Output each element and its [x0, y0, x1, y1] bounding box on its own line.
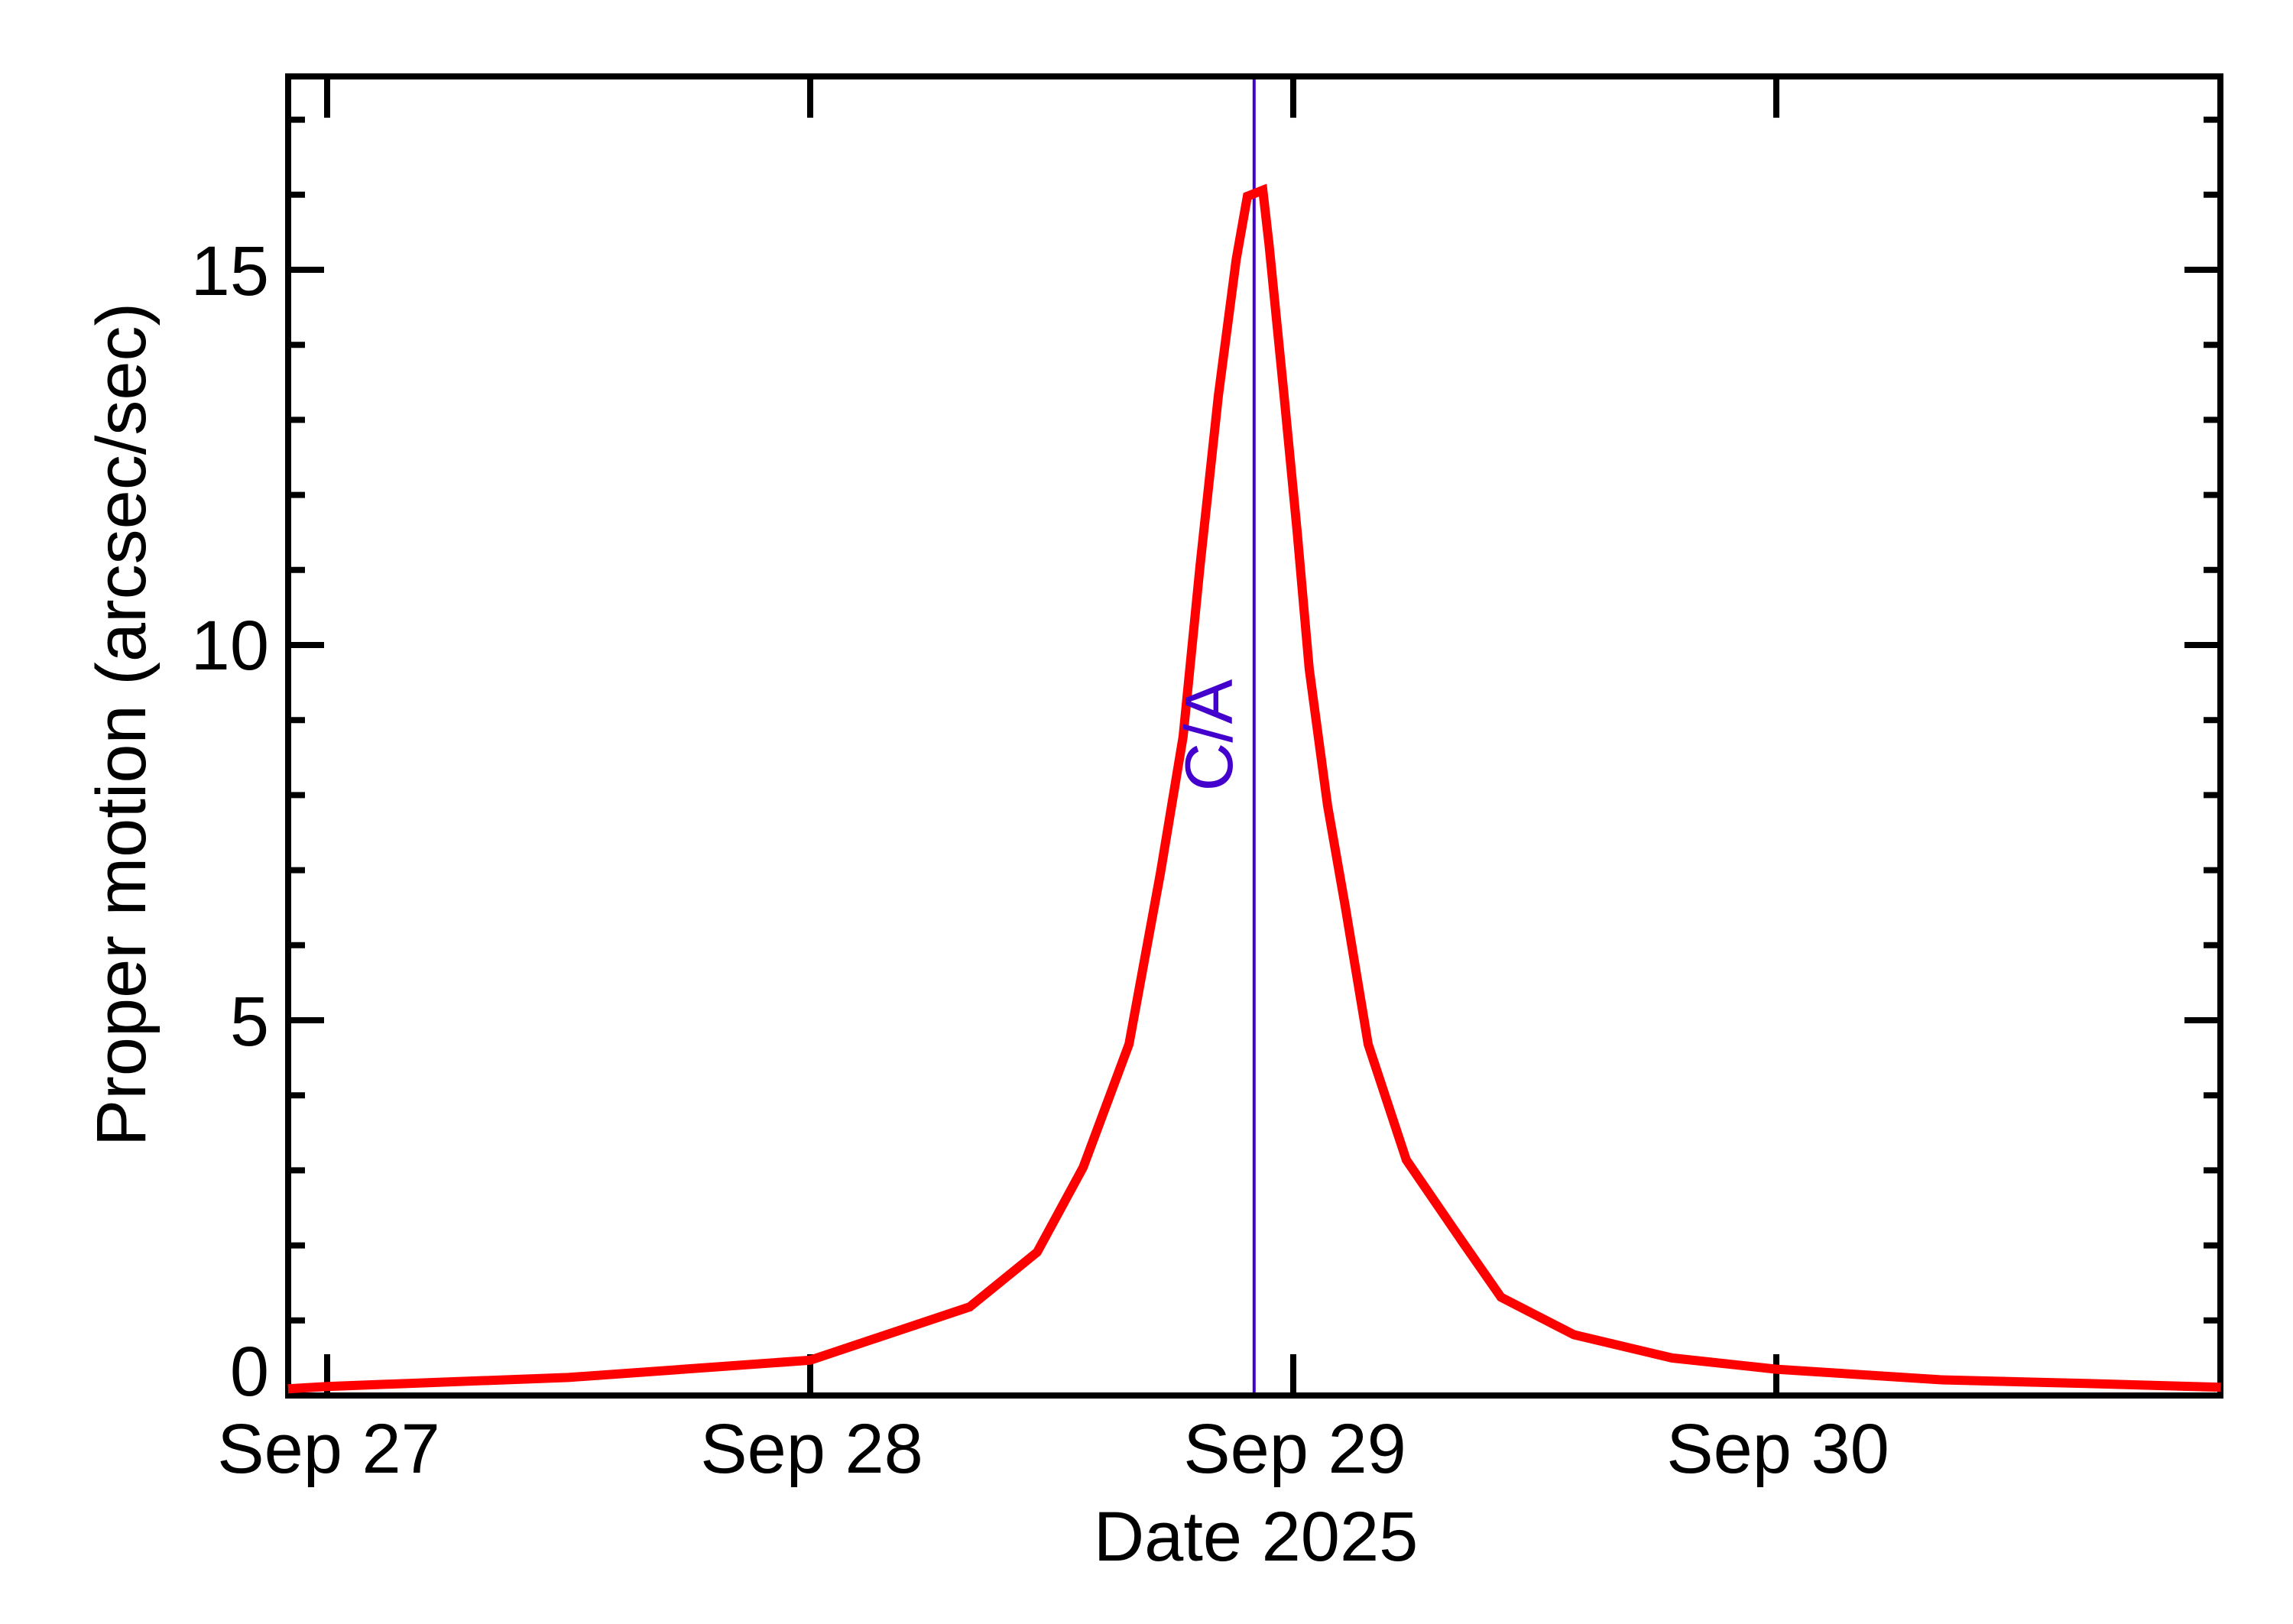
y-tick-label-0: 0 [230, 1333, 269, 1411]
closest-approach-label: C/A [1171, 679, 1247, 791]
plot-frame [285, 73, 2223, 1399]
x-tick-label-sep28: Sep 28 [700, 1410, 923, 1488]
y-tick-label-15: 15 [191, 232, 269, 310]
y-tick-label-5: 5 [230, 983, 269, 1061]
x-tick-label-sep30: Sep 30 [1666, 1410, 1889, 1488]
y-tick-label-10: 10 [191, 607, 269, 685]
axis-ticks [288, 76, 2220, 1395]
y-axis-title: Proper motion (arcsec/sec) [83, 303, 161, 1146]
x-tick-label-sep27: Sep 27 [217, 1410, 440, 1488]
x-axis-title: Date 2025 [1094, 1498, 1419, 1576]
x-tick-label-sep29: Sep 29 [1183, 1410, 1406, 1488]
proper-motion-curve [287, 183, 2221, 1394]
